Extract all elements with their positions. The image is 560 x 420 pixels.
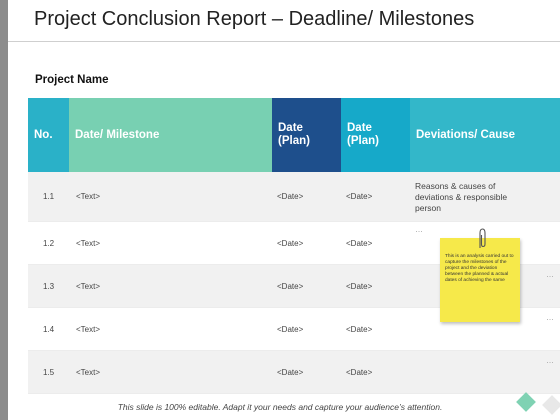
header-deviations: Deviations/ Cause — [410, 98, 560, 172]
cell-deviation: … — [410, 308, 560, 350]
cell-date-plan-2: <Date> — [346, 324, 373, 334]
table-row: 1.2 <Text> <Date> <Date> … — [28, 222, 560, 265]
left-accent-bar — [0, 0, 8, 420]
deviation-text: … — [546, 313, 554, 322]
cell-no: 1.5 — [42, 367, 55, 377]
cell-date-plan-2: <Date> — [346, 238, 373, 248]
cell-deviation: … — [410, 222, 560, 264]
cell-deviation: … — [410, 351, 560, 393]
table-row: 1.1 <Text> <Date> <Date> Reasons & cause… — [28, 172, 560, 222]
cell-milestone: <Text> — [76, 324, 101, 334]
table-header: No. Date/ Milestone Date (Plan) Date (Pl… — [28, 98, 560, 172]
cell-date-plan-1: <Date> — [277, 192, 304, 201]
title-divider — [8, 41, 560, 42]
cell-no: 1.1 — [42, 192, 55, 201]
sticky-note: This is an analysis carried out to captu… — [440, 238, 520, 322]
header-milestone: Date/ Milestone — [69, 98, 272, 172]
paperclip-icon — [479, 228, 486, 248]
page-title: Project Conclusion Report – Deadline/ Mi… — [34, 8, 475, 30]
cell-deviation: Reasons & causes of deviations & respons… — [410, 172, 560, 221]
deviation-text: … — [546, 356, 554, 365]
table-row: 1.4 <Text> <Date> <Date> … — [28, 308, 560, 351]
cell-no: 1.4 — [42, 324, 55, 334]
header-date-plan-2-label: Date (Plan) — [347, 122, 379, 147]
cell-date-plan-1: <Date> — [277, 324, 304, 334]
header-date-plan-1-label: Date (Plan) — [278, 122, 310, 147]
cell-milestone: <Text> — [76, 238, 101, 248]
cell-no: 1.3 — [42, 281, 55, 291]
cell-date-plan-1: <Date> — [277, 238, 304, 248]
header-no: No. — [28, 98, 69, 172]
deviation-text: … — [546, 270, 554, 279]
cell-date-plan-1: <Date> — [277, 367, 304, 377]
footer-note: This slide is 100% editable. Adapt it yo… — [117, 402, 443, 412]
cell-milestone: <Text> — [76, 281, 101, 291]
milestones-table: No. Date/ Milestone Date (Plan) Date (Pl… — [28, 98, 560, 394]
project-name-label: Project Name — [35, 74, 109, 86]
cell-date-plan-2: <Date> — [346, 192, 373, 201]
cell-no: 1.2 — [42, 238, 55, 248]
table-row: 1.5 <Text> <Date> <Date> … — [28, 351, 560, 394]
header-date-plan-1: Date (Plan) — [272, 98, 341, 172]
cell-date-plan-2: <Date> — [346, 281, 373, 291]
cell-date-plan-2: <Date> — [346, 367, 373, 377]
deviation-text: … — [415, 225, 423, 234]
cell-date-plan-1: <Date> — [277, 281, 304, 291]
sticky-note-text: This is an analysis carried out to captu… — [445, 254, 514, 283]
cell-deviation: … — [410, 265, 560, 307]
deviation-text: Reasons & causes of deviations & respons… — [415, 181, 508, 213]
cell-milestone: <Text> — [76, 192, 101, 201]
cell-milestone: <Text> — [76, 367, 101, 377]
header-date-plan-2: Date (Plan) — [341, 98, 410, 172]
